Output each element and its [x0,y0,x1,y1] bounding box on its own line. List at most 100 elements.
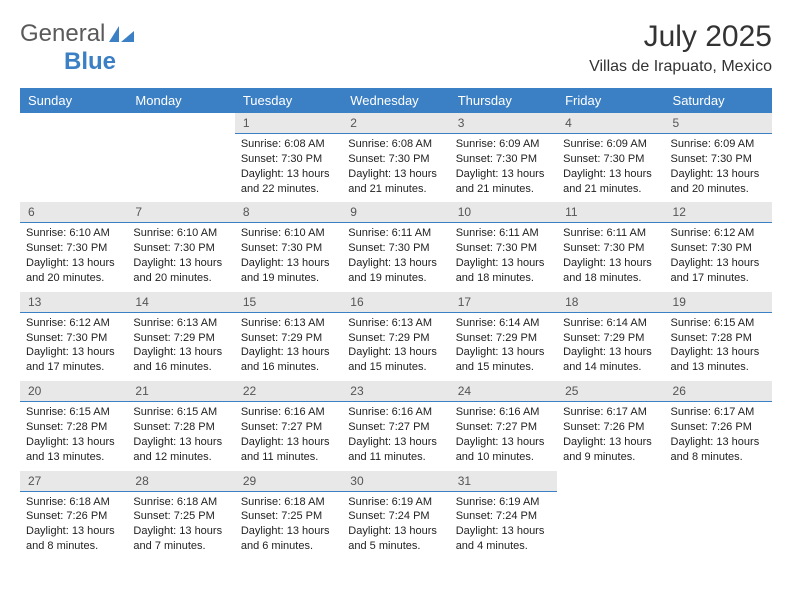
day-number: 12 [665,202,772,223]
calendar-day-cell [127,113,234,202]
calendar-day-cell: 10Sunrise: 6:11 AMSunset: 7:30 PMDayligh… [450,202,557,291]
day-content: Sunrise: 6:12 AMSunset: 7:30 PMDaylight:… [665,223,772,291]
day-number: 15 [235,292,342,313]
day-content: Sunrise: 6:15 AMSunset: 7:28 PMDaylight:… [20,402,127,470]
day-content: Sunrise: 6:09 AMSunset: 7:30 PMDaylight:… [665,134,772,202]
weekday-header: Tuesday [235,88,342,113]
calendar-day-cell: 25Sunrise: 6:17 AMSunset: 7:26 PMDayligh… [557,381,664,470]
calendar-day-cell: 1Sunrise: 6:08 AMSunset: 7:30 PMDaylight… [235,113,342,202]
day-content: Sunrise: 6:16 AMSunset: 7:27 PMDaylight:… [235,402,342,470]
day-number: 1 [235,113,342,134]
calendar-day-cell: 17Sunrise: 6:14 AMSunset: 7:29 PMDayligh… [450,292,557,381]
calendar-day-cell: 6Sunrise: 6:10 AMSunset: 7:30 PMDaylight… [20,202,127,291]
day-number: 9 [342,202,449,223]
calendar-day-cell: 20Sunrise: 6:15 AMSunset: 7:28 PMDayligh… [20,381,127,470]
weekday-header-row: SundayMondayTuesdayWednesdayThursdayFrid… [20,88,772,113]
day-number: 21 [127,381,234,402]
calendar-day-cell: 19Sunrise: 6:15 AMSunset: 7:28 PMDayligh… [665,292,772,381]
calendar-day-cell: 13Sunrise: 6:12 AMSunset: 7:30 PMDayligh… [20,292,127,381]
day-number: 17 [450,292,557,313]
day-number: 6 [20,202,127,223]
day-content: Sunrise: 6:11 AMSunset: 7:30 PMDaylight:… [450,223,557,291]
calendar-day-cell: 3Sunrise: 6:09 AMSunset: 7:30 PMDaylight… [450,113,557,202]
day-content: Sunrise: 6:16 AMSunset: 7:27 PMDaylight:… [342,402,449,470]
day-number: 16 [342,292,449,313]
calendar-day-cell [557,471,664,560]
day-number: 29 [235,471,342,492]
calendar-day-cell: 2Sunrise: 6:08 AMSunset: 7:30 PMDaylight… [342,113,449,202]
calendar-week-row: 20Sunrise: 6:15 AMSunset: 7:28 PMDayligh… [20,381,772,470]
calendar-day-cell: 15Sunrise: 6:13 AMSunset: 7:29 PMDayligh… [235,292,342,381]
day-number: 2 [342,113,449,134]
calendar-day-cell [20,113,127,202]
day-content: Sunrise: 6:09 AMSunset: 7:30 PMDaylight:… [450,134,557,202]
calendar-day-cell: 14Sunrise: 6:13 AMSunset: 7:29 PMDayligh… [127,292,234,381]
day-number: 25 [557,381,664,402]
calendar-day-cell: 27Sunrise: 6:18 AMSunset: 7:26 PMDayligh… [20,471,127,560]
logo-text-general: General [20,20,105,48]
calendar-day-cell: 18Sunrise: 6:14 AMSunset: 7:29 PMDayligh… [557,292,664,381]
day-content: Sunrise: 6:08 AMSunset: 7:30 PMDaylight:… [342,134,449,202]
header: GeneralBlue July 2025 Villas de Irapuato… [20,20,772,76]
calendar-day-cell: 12Sunrise: 6:12 AMSunset: 7:30 PMDayligh… [665,202,772,291]
day-content: Sunrise: 6:18 AMSunset: 7:25 PMDaylight:… [235,492,342,560]
day-content: Sunrise: 6:15 AMSunset: 7:28 PMDaylight:… [665,313,772,381]
day-content: Sunrise: 6:13 AMSunset: 7:29 PMDaylight:… [342,313,449,381]
logo-text-blue: Blue [64,48,116,75]
calendar-day-cell: 31Sunrise: 6:19 AMSunset: 7:24 PMDayligh… [450,471,557,560]
day-content: Sunrise: 6:10 AMSunset: 7:30 PMDaylight:… [127,223,234,291]
weekday-header: Saturday [665,88,772,113]
day-number: 3 [450,113,557,134]
calendar-day-cell: 4Sunrise: 6:09 AMSunset: 7:30 PMDaylight… [557,113,664,202]
calendar-table: SundayMondayTuesdayWednesdayThursdayFrid… [20,88,772,560]
day-content: Sunrise: 6:19 AMSunset: 7:24 PMDaylight:… [450,492,557,560]
weekday-header: Sunday [20,88,127,113]
day-number: 19 [665,292,772,313]
calendar-week-row: 13Sunrise: 6:12 AMSunset: 7:30 PMDayligh… [20,292,772,381]
day-number: 18 [557,292,664,313]
calendar-week-row: 6Sunrise: 6:10 AMSunset: 7:30 PMDaylight… [20,202,772,291]
calendar-day-cell: 11Sunrise: 6:11 AMSunset: 7:30 PMDayligh… [557,202,664,291]
weekday-header: Friday [557,88,664,113]
day-number: 8 [235,202,342,223]
calendar-day-cell: 30Sunrise: 6:19 AMSunset: 7:24 PMDayligh… [342,471,449,560]
day-number: 20 [20,381,127,402]
calendar-week-row: 27Sunrise: 6:18 AMSunset: 7:26 PMDayligh… [20,471,772,560]
day-content: Sunrise: 6:11 AMSunset: 7:30 PMDaylight:… [342,223,449,291]
day-number: 31 [450,471,557,492]
calendar-day-cell: 9Sunrise: 6:11 AMSunset: 7:30 PMDaylight… [342,202,449,291]
calendar-day-cell: 26Sunrise: 6:17 AMSunset: 7:26 PMDayligh… [665,381,772,470]
day-content: Sunrise: 6:12 AMSunset: 7:30 PMDaylight:… [20,313,127,381]
calendar-day-cell: 7Sunrise: 6:10 AMSunset: 7:30 PMDaylight… [127,202,234,291]
day-number: 5 [665,113,772,134]
day-content: Sunrise: 6:13 AMSunset: 7:29 PMDaylight:… [127,313,234,381]
logo: GeneralBlue [20,20,136,76]
day-content: Sunrise: 6:17 AMSunset: 7:26 PMDaylight:… [665,402,772,470]
day-content: Sunrise: 6:15 AMSunset: 7:28 PMDaylight:… [127,402,234,470]
day-content: Sunrise: 6:11 AMSunset: 7:30 PMDaylight:… [557,223,664,291]
month-title: July 2025 [589,20,772,54]
location: Villas de Irapuato, Mexico [589,58,772,76]
day-content: Sunrise: 6:14 AMSunset: 7:29 PMDaylight:… [557,313,664,381]
day-content: Sunrise: 6:17 AMSunset: 7:26 PMDaylight:… [557,402,664,470]
day-content: Sunrise: 6:18 AMSunset: 7:26 PMDaylight:… [20,492,127,560]
calendar-week-row: 1Sunrise: 6:08 AMSunset: 7:30 PMDaylight… [20,113,772,202]
day-number: 7 [127,202,234,223]
day-number: 22 [235,381,342,402]
calendar-day-cell: 28Sunrise: 6:18 AMSunset: 7:25 PMDayligh… [127,471,234,560]
calendar-body: 1Sunrise: 6:08 AMSunset: 7:30 PMDaylight… [20,113,772,560]
day-content: Sunrise: 6:16 AMSunset: 7:27 PMDaylight:… [450,402,557,470]
weekday-header: Wednesday [342,88,449,113]
calendar-day-cell: 23Sunrise: 6:16 AMSunset: 7:27 PMDayligh… [342,381,449,470]
day-number: 28 [127,471,234,492]
calendar-day-cell: 21Sunrise: 6:15 AMSunset: 7:28 PMDayligh… [127,381,234,470]
calendar-day-cell [665,471,772,560]
day-number: 23 [342,381,449,402]
calendar-day-cell: 22Sunrise: 6:16 AMSunset: 7:27 PMDayligh… [235,381,342,470]
day-number: 14 [127,292,234,313]
logo-sail-icon [108,25,136,48]
calendar-day-cell: 5Sunrise: 6:09 AMSunset: 7:30 PMDaylight… [665,113,772,202]
calendar-day-cell: 29Sunrise: 6:18 AMSunset: 7:25 PMDayligh… [235,471,342,560]
weekday-header: Monday [127,88,234,113]
day-content: Sunrise: 6:10 AMSunset: 7:30 PMDaylight:… [20,223,127,291]
